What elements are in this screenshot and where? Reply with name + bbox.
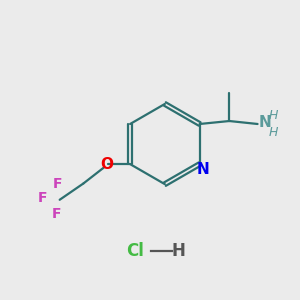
Text: F: F — [38, 191, 47, 205]
Text: H: H — [268, 126, 278, 139]
Text: N: N — [197, 162, 210, 177]
Text: H: H — [268, 109, 278, 122]
Text: F: F — [52, 177, 62, 191]
Text: F: F — [52, 207, 62, 221]
Text: N: N — [259, 115, 272, 130]
Text: H: H — [171, 242, 185, 260]
Text: O: O — [101, 157, 114, 172]
Text: Cl: Cl — [126, 242, 144, 260]
